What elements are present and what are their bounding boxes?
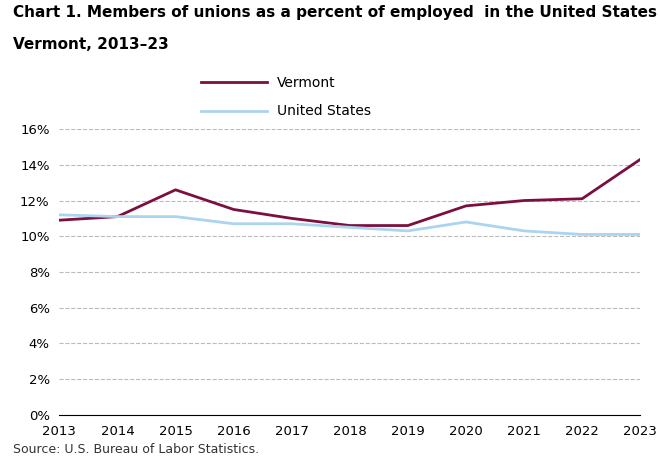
United States: [230, 221, 238, 226]
Vermont: [230, 207, 238, 212]
Text: Chart 1. Members of unions as a percent of employed  in the United States and: Chart 1. Members of unions as a percent …: [13, 5, 660, 20]
United States: [578, 232, 586, 237]
United States: [636, 232, 644, 237]
Vermont: [288, 216, 296, 221]
United States: [404, 228, 412, 234]
Line: United States: United States: [59, 215, 640, 235]
United States: [288, 221, 296, 226]
Vermont: [462, 203, 470, 209]
Vermont: [636, 157, 644, 162]
United States: [346, 225, 354, 230]
Text: Vermont, 2013–23: Vermont, 2013–23: [13, 37, 169, 52]
Vermont: [114, 214, 121, 219]
Vermont: [520, 198, 528, 203]
United States: [462, 219, 470, 225]
United States: [55, 212, 63, 218]
United States: [114, 214, 121, 219]
Vermont: [55, 218, 63, 223]
Text: United States: United States: [277, 104, 371, 118]
Text: Vermont: Vermont: [277, 76, 336, 90]
United States: [172, 214, 180, 219]
Vermont: [346, 223, 354, 228]
United States: [520, 228, 528, 234]
Line: Vermont: Vermont: [59, 160, 640, 225]
Vermont: [172, 187, 180, 193]
Text: Source: U.S. Bureau of Labor Statistics.: Source: U.S. Bureau of Labor Statistics.: [13, 443, 259, 456]
Vermont: [404, 223, 412, 228]
Vermont: [578, 196, 586, 201]
